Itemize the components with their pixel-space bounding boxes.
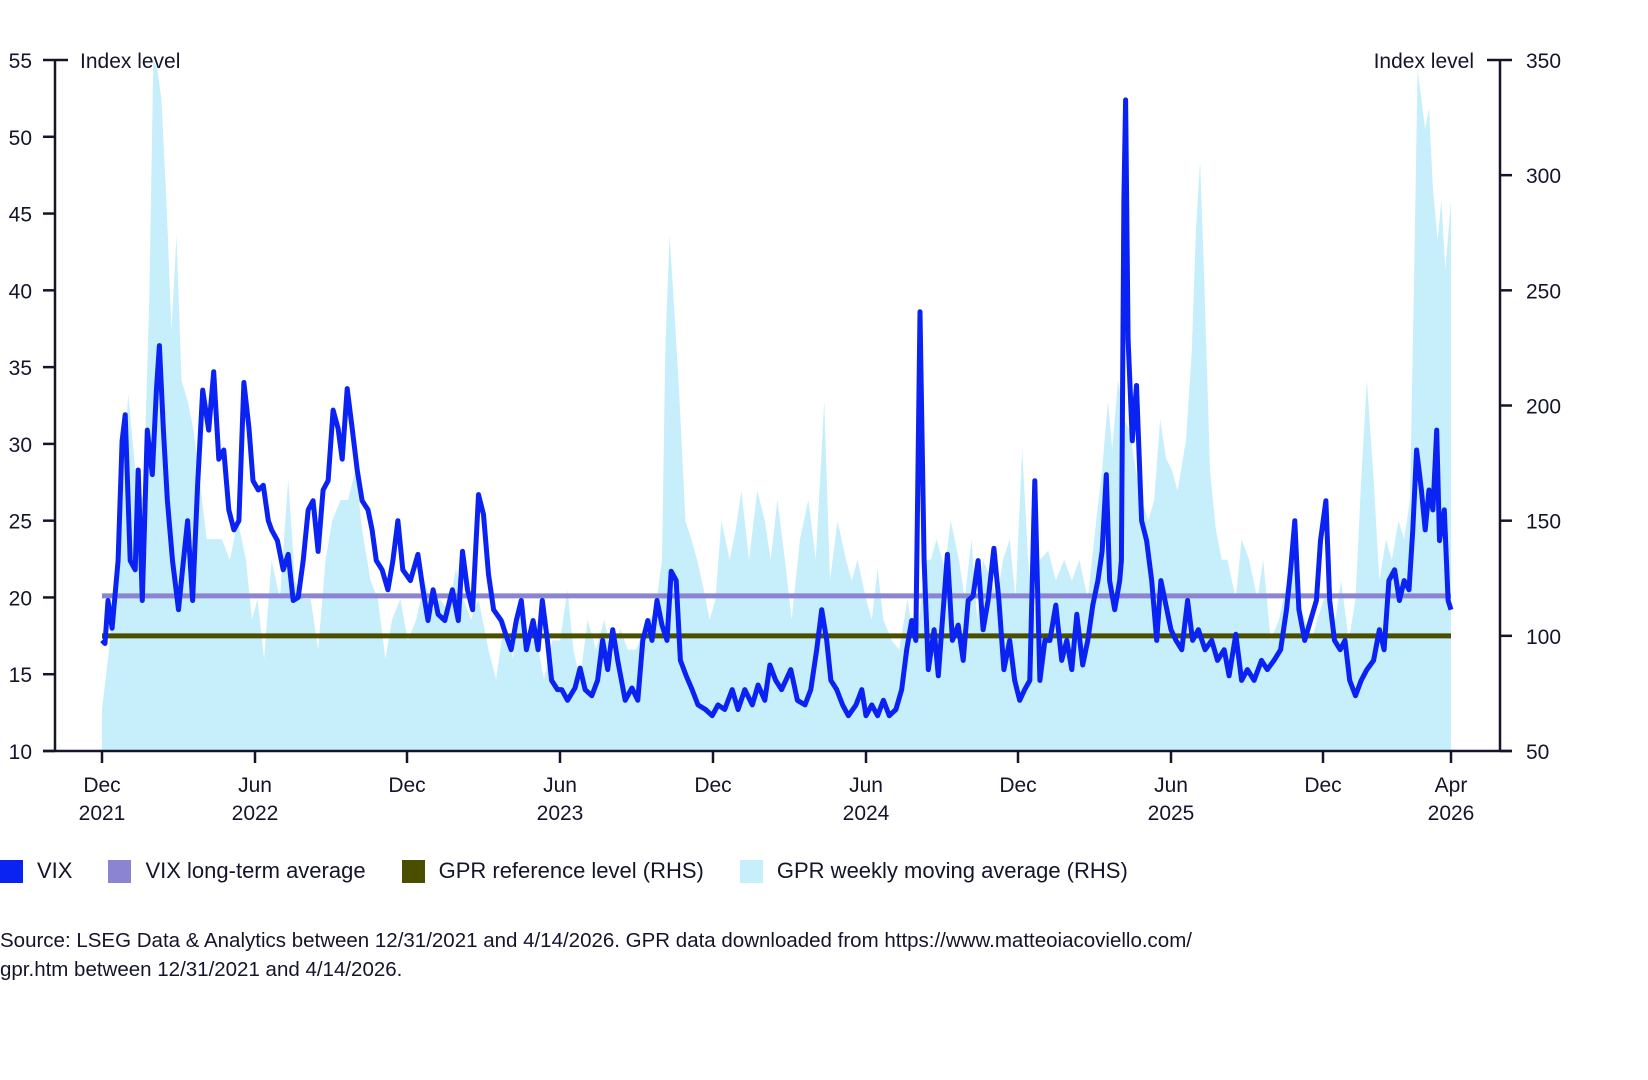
left-tick-label: 15 (9, 664, 32, 687)
source-note: Source: LSEG Data & Analytics between 12… (0, 926, 1500, 984)
gpr-weekly-area (102, 60, 1451, 751)
left-tick-label: 25 (9, 511, 32, 534)
legend-item-gpr-weekly: GPR weekly moving average (RHS) (739, 858, 1128, 884)
x-tick-month: Dec (83, 774, 120, 797)
left-tick-label: 55 (9, 50, 32, 73)
legend-label: VIX long-term average (145, 858, 366, 883)
right-tick-label: 100 (1526, 626, 1561, 649)
source-line-2: gpr.htm between 12/31/2021 and 4/14/2026… (0, 958, 403, 981)
gpr-reference-swatch (401, 859, 425, 883)
left-axis-title: Index level (80, 50, 180, 73)
right-tick-label: 50 (1526, 741, 1549, 764)
x-tick-year: 2022 (232, 802, 279, 825)
left-tick-label: 10 (9, 741, 32, 764)
gpr-weekly-swatch (739, 859, 763, 883)
x-tick-month: Dec (999, 774, 1036, 797)
x-tick-year: 2023 (537, 802, 584, 825)
x-tick-month: Apr (1435, 774, 1468, 797)
legend-label: GPR reference level (RHS) (438, 858, 704, 883)
legend: VIX VIX long-term average GPR reference … (0, 858, 1164, 884)
x-tick-month: Dec (1304, 774, 1341, 797)
vix-swatch (0, 859, 23, 883)
right-tick-label: 350 (1526, 50, 1561, 73)
x-tick-year: 2024 (843, 802, 890, 825)
left-tick-label: 20 (9, 587, 32, 610)
vix-line (100, 97, 1454, 719)
x-tick-month: Jun (543, 774, 577, 797)
axes-layer: Index level Index level 1015202530354045… (9, 50, 1561, 825)
left-tick-label: 50 (9, 127, 32, 150)
left-tick-label: 35 (9, 357, 32, 380)
gpr-area-layer (102, 60, 1451, 751)
right-tick-label: 150 (1526, 511, 1561, 534)
x-tick-month: Dec (388, 774, 425, 797)
x-tick-year: 2025 (1148, 802, 1195, 825)
legend-item-gpr-reference: GPR reference level (RHS) (401, 858, 704, 884)
right-axis-title: Index level (1374, 50, 1474, 73)
legend-item-vix-average: VIX long-term average (108, 858, 366, 884)
legend-item-vix: VIX (0, 858, 72, 884)
left-tick-label: 45 (9, 204, 32, 227)
x-tick-month: Jun (238, 774, 272, 797)
source-line-1: Source: LSEG Data & Analytics between 12… (0, 929, 1192, 952)
x-tick-year: 2026 (1428, 802, 1475, 825)
left-tick-label: 40 (9, 280, 32, 303)
right-tick-label: 250 (1526, 280, 1561, 303)
right-tick-label: 200 (1526, 396, 1561, 419)
lines-layer (100, 97, 1454, 719)
x-tick-month: Jun (1154, 774, 1188, 797)
x-tick-month: Jun (849, 774, 883, 797)
vix-average-swatch (108, 859, 132, 883)
legend-label: VIX (37, 858, 73, 883)
left-tick-label: 30 (9, 434, 32, 457)
vix-gpr-chart: Index level Index level 1015202530354045… (9, 50, 1561, 825)
x-tick-year: 2021 (79, 802, 126, 825)
legend-label: GPR weekly moving average (RHS) (776, 858, 1128, 883)
right-tick-label: 300 (1526, 165, 1561, 188)
x-tick-month: Dec (694, 774, 731, 797)
